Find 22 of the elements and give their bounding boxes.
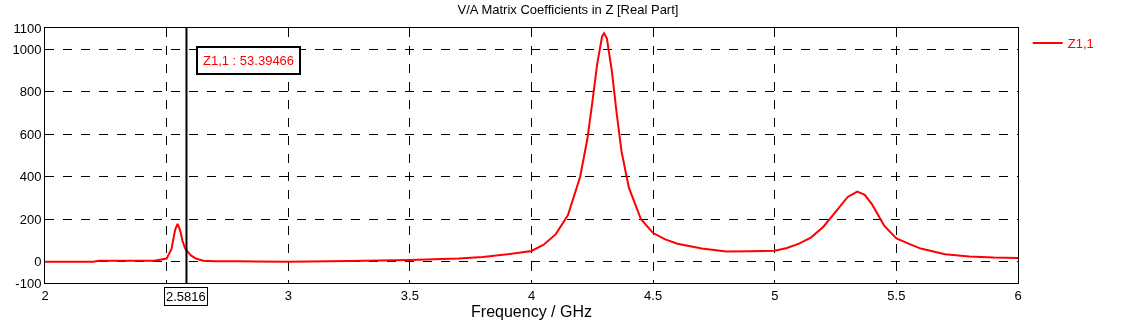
x-tick-label: 4 (527, 287, 536, 303)
x-tick-label: 6 (1014, 287, 1022, 303)
x-tick-label: 5.5 (887, 287, 906, 303)
line-series (45, 32, 1018, 263)
y-tick-label: 800 (19, 84, 42, 100)
annotation: Z1,1 : 53.39466 (203, 53, 295, 68)
x-axis-title: Frequency / GHz (471, 303, 592, 321)
legend-label: Z1,1 (1067, 36, 1094, 52)
x-tick-label: 5 (771, 287, 779, 303)
y-tick-label: 600 (19, 126, 42, 142)
y-tick-label: 0 (34, 254, 42, 270)
x-tick-label: 4.5 (644, 287, 663, 303)
x-tick-label: 2 (41, 287, 49, 303)
chart-title: V/A Matrix Coefficients in Z [Real Part] (457, 2, 679, 18)
y-tick-label: 200 (19, 211, 42, 227)
y-tick-label: 400 (19, 169, 42, 185)
y-tick-label: 1100 (13, 20, 42, 36)
y-tick-label: 1000 (12, 41, 42, 57)
x-tick-label: 3.5 (400, 287, 419, 303)
y-tick-label: -100 (15, 275, 42, 291)
x-tick-label: 3 (284, 287, 292, 303)
ref-line-label: 2.5816 (166, 289, 206, 304)
